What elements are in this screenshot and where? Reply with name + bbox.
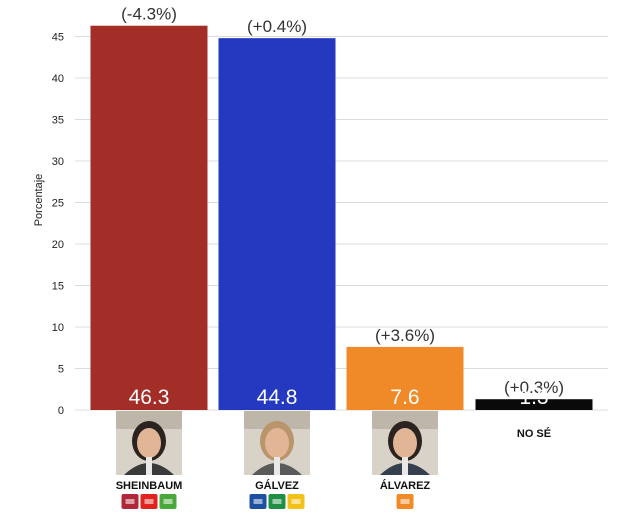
pri-logo: [268, 494, 286, 509]
y-tick-label: 5: [58, 364, 64, 376]
change-label: (+0.3%): [504, 378, 564, 397]
change-label: (-4.3%): [121, 5, 177, 24]
bars: [90, 25, 593, 411]
category-area: SHEINBAUM GÁLVEZ ÁLVAREZ NO SÉ: [116, 411, 551, 509]
y-tick-label: 0: [58, 405, 64, 417]
mc-logo: [396, 494, 414, 509]
y-tick-label: 15: [52, 281, 64, 293]
value-label: 7.6: [390, 386, 419, 409]
prd-logo: [287, 494, 305, 509]
y-axis-ticks: 0 5 10 15 20 25 30 35 40 45: [52, 32, 64, 418]
pvem-logo: [159, 494, 177, 509]
y-tick-label: 45: [52, 32, 64, 44]
value-label: 46.3: [129, 386, 170, 409]
category-label: SHEINBAUM: [116, 480, 183, 492]
y-tick-label: 25: [52, 198, 64, 210]
bar-labels: (-4.3%) 46.3 (+0.4%) 44.8 (+3.6%) 7.6 (+0.3%)1…: [121, 5, 564, 409]
y-tick-label: 35: [52, 115, 64, 127]
sheinbaum-photo: [116, 411, 182, 475]
change-label: (+0.4%): [247, 17, 307, 36]
bar-gálvez: [218, 38, 336, 410]
value-label: 1.3: [519, 386, 548, 409]
category-label: GÁLVEZ: [255, 479, 299, 492]
category-label: ÁLVAREZ: [380, 479, 431, 492]
y-tick-label: 10: [52, 322, 64, 334]
pan-logo: [249, 494, 267, 509]
bar-sheinbaum: [90, 25, 208, 411]
change-label: (+3.6%): [375, 326, 435, 345]
y-tick-label: 20: [52, 239, 64, 251]
morena-logo: [121, 494, 139, 509]
bar-álvarez: [346, 346, 464, 410]
pt-logo: [140, 494, 158, 509]
value-label: 44.8: [257, 386, 298, 409]
y-axis-label: Porcentaje: [33, 174, 45, 227]
y-tick-label: 30: [52, 156, 64, 168]
category-label: NO SÉ: [517, 427, 551, 440]
alvarez-photo: [372, 411, 438, 475]
galvez-photo: [244, 411, 310, 475]
y-tick-label: 40: [52, 73, 64, 85]
bar-no-sé: [475, 399, 593, 410]
